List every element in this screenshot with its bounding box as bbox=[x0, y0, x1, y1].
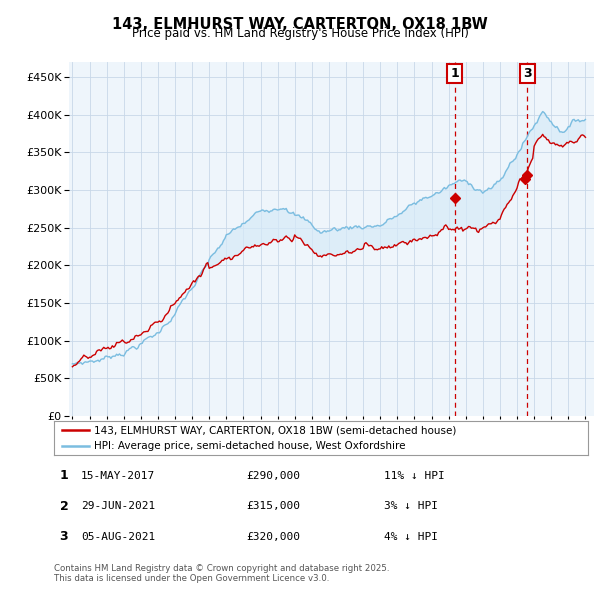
Text: £320,000: £320,000 bbox=[246, 532, 300, 542]
Text: 3: 3 bbox=[523, 67, 532, 80]
Text: £290,000: £290,000 bbox=[246, 471, 300, 480]
Text: 11% ↓ HPI: 11% ↓ HPI bbox=[384, 471, 445, 480]
Text: 1: 1 bbox=[451, 67, 460, 80]
Text: 2: 2 bbox=[59, 500, 68, 513]
Text: 05-AUG-2021: 05-AUG-2021 bbox=[81, 532, 155, 542]
Text: HPI: Average price, semi-detached house, West Oxfordshire: HPI: Average price, semi-detached house,… bbox=[94, 441, 406, 451]
Text: 3% ↓ HPI: 3% ↓ HPI bbox=[384, 502, 438, 511]
Text: 1: 1 bbox=[59, 469, 68, 482]
Text: Price paid vs. HM Land Registry's House Price Index (HPI): Price paid vs. HM Land Registry's House … bbox=[131, 27, 469, 40]
Text: 15-MAY-2017: 15-MAY-2017 bbox=[81, 471, 155, 480]
Text: 143, ELMHURST WAY, CARTERTON, OX18 1BW (semi-detached house): 143, ELMHURST WAY, CARTERTON, OX18 1BW (… bbox=[94, 425, 457, 435]
Text: 143, ELMHURST WAY, CARTERTON, OX18 1BW: 143, ELMHURST WAY, CARTERTON, OX18 1BW bbox=[112, 17, 488, 31]
Text: 29-JUN-2021: 29-JUN-2021 bbox=[81, 502, 155, 511]
Text: 4% ↓ HPI: 4% ↓ HPI bbox=[384, 532, 438, 542]
Text: Contains HM Land Registry data © Crown copyright and database right 2025.
This d: Contains HM Land Registry data © Crown c… bbox=[54, 563, 389, 583]
Text: £315,000: £315,000 bbox=[246, 502, 300, 511]
Text: 3: 3 bbox=[59, 530, 68, 543]
